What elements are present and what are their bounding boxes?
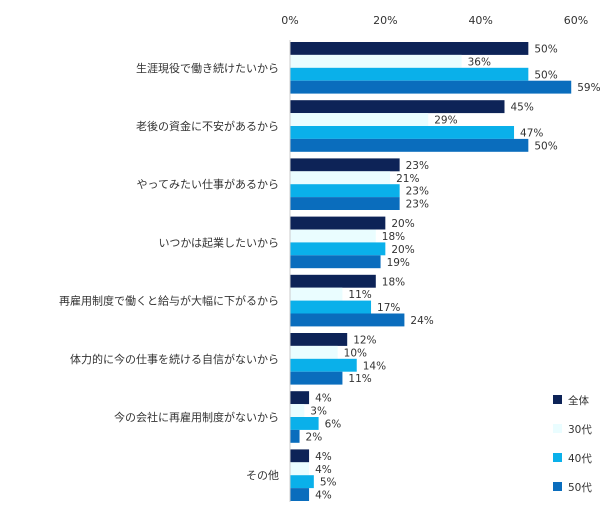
- data-label: 10%: [344, 347, 367, 359]
- legend-swatch: [553, 453, 562, 462]
- bar: [290, 138, 529, 152]
- bar: [290, 242, 386, 256]
- bar: [290, 287, 343, 301]
- data-label: 59%: [577, 82, 600, 94]
- bar: [290, 216, 386, 230]
- bar: [290, 462, 310, 476]
- x-tick-label: 60%: [564, 14, 588, 27]
- category-label: 再雇用制度で働くと給与が大幅に下がるから: [59, 294, 279, 308]
- legend-swatch: [553, 482, 562, 491]
- x-axis-ticks: 0% 20% 40% 60%: [281, 14, 588, 27]
- bar: [290, 274, 376, 288]
- data-label: 19%: [387, 257, 410, 269]
- bar: [290, 300, 372, 314]
- data-label: 24%: [410, 315, 433, 327]
- data-label: 17%: [377, 302, 400, 314]
- data-label: 23%: [406, 186, 429, 198]
- bar: [290, 54, 462, 68]
- legend-label: 40代: [568, 453, 592, 465]
- bar: [290, 67, 529, 81]
- data-label: 45%: [511, 102, 534, 114]
- bar: [290, 255, 381, 269]
- data-label: 50%: [534, 69, 557, 81]
- bar: [290, 229, 376, 243]
- legend-label: 50代: [568, 482, 592, 494]
- bar: [290, 429, 300, 443]
- category-label: いつかは起業したいから: [158, 236, 279, 249]
- data-label: 4%: [315, 451, 332, 463]
- data-label: 12%: [353, 334, 376, 346]
- bar: [290, 100, 505, 114]
- x-tick-label: 20%: [373, 14, 397, 27]
- bars: 50%36%50%59%45%29%47%50%23%21%23%23%20%1…: [290, 42, 601, 502]
- bar: [290, 171, 391, 185]
- category-label: 今の会社に再雇用制度がないから: [114, 410, 279, 424]
- x-tick-label: 0%: [281, 14, 298, 27]
- bar: [290, 197, 400, 210]
- category-label: 老後の資金に不安があるから: [136, 119, 279, 133]
- bar: [290, 42, 529, 55]
- legend: 全体 30代 40代 50代: [553, 394, 592, 494]
- legend-label: 30代: [568, 424, 592, 436]
- category-labels: 生涯現役で働き続けたいから老後の資金に不安があるからやってみたい仕事があるからい…: [59, 61, 279, 482]
- bar: [290, 358, 357, 372]
- bar: [290, 158, 400, 172]
- bar: [290, 80, 572, 94]
- bar: [290, 113, 429, 126]
- data-label: 3%: [310, 406, 327, 418]
- bar: [290, 475, 314, 489]
- data-label: 4%: [315, 490, 332, 502]
- data-label: 29%: [434, 115, 457, 127]
- data-label: 18%: [382, 276, 405, 288]
- legend-swatch: [553, 395, 562, 404]
- data-label: 21%: [396, 173, 419, 185]
- data-label: 2%: [306, 431, 323, 443]
- data-label: 20%: [391, 218, 414, 230]
- data-label: 14%: [363, 360, 386, 372]
- category-label: その他: [246, 469, 279, 482]
- data-label: 20%: [391, 244, 414, 256]
- data-label: 50%: [534, 140, 557, 152]
- data-label: 50%: [534, 43, 557, 55]
- category-label: やってみたい仕事があるから: [137, 177, 279, 191]
- x-tick-label: 40%: [468, 14, 492, 27]
- data-label: 23%: [406, 160, 429, 172]
- data-label: 11%: [348, 373, 371, 385]
- bar: [290, 313, 405, 327]
- data-label: 47%: [520, 127, 543, 139]
- data-label: 4%: [315, 464, 332, 476]
- legend-swatch: [553, 424, 562, 433]
- bar: [290, 333, 348, 346]
- bar: [290, 391, 310, 405]
- data-label: 5%: [320, 477, 337, 489]
- bar: [290, 371, 343, 385]
- bar: [290, 126, 515, 139]
- bar: [290, 184, 400, 198]
- bar: [290, 404, 305, 417]
- data-label: 36%: [468, 56, 491, 68]
- bar: [290, 345, 338, 359]
- data-label: 11%: [348, 289, 371, 301]
- data-label: 6%: [325, 418, 342, 430]
- bar: [290, 449, 310, 463]
- legend-label: 全体: [568, 394, 589, 407]
- category-label: 生涯現役で働き続けたいから: [136, 61, 279, 75]
- data-label: 4%: [315, 393, 332, 405]
- category-label: 体力的に今の仕事を続ける自信がないから: [70, 352, 279, 366]
- bar: [290, 488, 310, 501]
- bar: [290, 417, 319, 430]
- data-label: 18%: [382, 231, 405, 243]
- data-label: 23%: [406, 199, 429, 211]
